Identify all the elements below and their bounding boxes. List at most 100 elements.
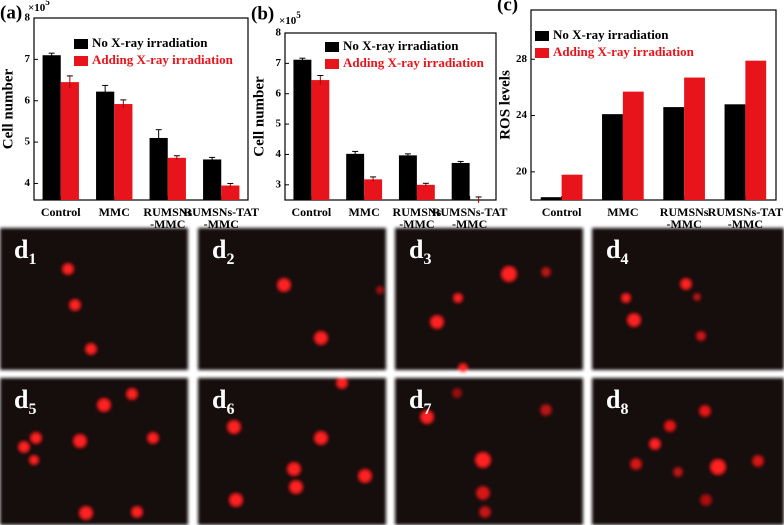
- x-tick-label: Control: [291, 205, 332, 219]
- error-bar: [227, 182, 234, 188]
- legend-swatch: [325, 59, 339, 69]
- multiplier-exponent: 5: [45, 0, 50, 7]
- legend-swatch: [535, 31, 549, 41]
- micrograph-label: d3: [409, 235, 431, 268]
- micrograph: [0, 378, 188, 525]
- error-bar: [475, 196, 482, 204]
- bar: [311, 80, 330, 200]
- label-subscript: 3: [423, 251, 431, 268]
- label-letter: d: [212, 235, 227, 264]
- label-subscript: 7: [423, 401, 431, 418]
- micrograph: [198, 378, 386, 525]
- bar: [416, 184, 435, 200]
- x-tick-label: Control: [40, 205, 81, 219]
- y-tick-label: 4: [25, 177, 31, 189]
- y-axis-label: Cell number: [251, 76, 267, 157]
- y-axis-label: Cell number: [0, 68, 16, 149]
- label-letter: d: [606, 235, 621, 264]
- x-tick-label: RUMSNs-TAT -MMC: [431, 205, 508, 231]
- error-bar: [457, 160, 464, 165]
- plot-frame: [284, 32, 497, 201]
- bar: [540, 197, 562, 200]
- y-tick-label: 3: [276, 178, 282, 190]
- multiplier-base: ×10: [279, 15, 297, 27]
- label-subscript: 2: [226, 251, 234, 268]
- label-subscript: 8: [620, 401, 628, 418]
- y-tick-label: 20: [516, 165, 528, 177]
- bar: [167, 157, 186, 200]
- y-tick-label: 5: [25, 136, 31, 148]
- micrograph-label: d2: [212, 235, 234, 268]
- label-letter: d: [606, 385, 621, 414]
- plot-frame: [33, 17, 249, 201]
- x-tick-label: Control: [541, 205, 582, 219]
- bar: [364, 179, 383, 200]
- y-tick-label: 24: [516, 109, 528, 121]
- micrograph: [395, 378, 583, 525]
- error-bar: [48, 52, 55, 58]
- error-bar: [173, 155, 180, 160]
- label-letter: d: [14, 385, 29, 414]
- micrograph: [395, 228, 583, 370]
- micrograph-label: d4: [606, 235, 628, 268]
- x-tick-label: MMC: [98, 205, 130, 219]
- label-letter: d: [409, 385, 424, 414]
- error-bar: [404, 153, 411, 157]
- legend-label: No X-ray irradiation: [343, 38, 459, 53]
- micrograph-label: d8: [606, 385, 628, 418]
- legend-swatch: [325, 42, 339, 52]
- panel-label: (b): [251, 3, 274, 24]
- bar: [398, 155, 417, 200]
- micrograph: [592, 378, 784, 525]
- bar: [451, 162, 470, 200]
- bar: [203, 159, 222, 200]
- bar: [745, 60, 767, 200]
- micrograph-label: d1: [14, 235, 36, 268]
- y-multiplier: ×105: [279, 10, 301, 26]
- bar: [663, 107, 685, 200]
- error-bar: [66, 75, 73, 89]
- label-letter: d: [212, 385, 227, 414]
- error-bar: [102, 84, 109, 98]
- y-multiplier: ×105: [28, 0, 50, 14]
- label-subscript: 5: [28, 401, 36, 418]
- error-bar: [299, 57, 306, 62]
- x-tick-label: RUMSNs-TAT -MMC: [183, 205, 260, 231]
- label-subscript: 6: [226, 401, 234, 418]
- x-tick-label: MMC: [607, 205, 639, 219]
- bar: [96, 91, 115, 200]
- bar: [346, 153, 365, 200]
- plot-frame: [530, 9, 777, 201]
- bar: [684, 77, 705, 200]
- y-tick-label: 8: [25, 12, 31, 24]
- bar: [724, 104, 746, 200]
- error-bar: [352, 150, 359, 157]
- micrograph-label: d6: [212, 385, 234, 418]
- error-bar: [317, 75, 324, 85]
- micrograph-label: d5: [14, 385, 36, 418]
- micrograph: [592, 228, 784, 370]
- y-tick-label: 4: [276, 148, 282, 160]
- bar: [149, 137, 168, 200]
- bar: [221, 185, 240, 200]
- legend-label: Adding X-ray irradiation: [92, 52, 234, 67]
- y-tick-label: 8: [276, 27, 282, 39]
- bar: [42, 55, 61, 201]
- label-subscript: 4: [620, 251, 628, 268]
- bar: [561, 174, 583, 200]
- bar: [60, 82, 79, 200]
- legend-label: No X-ray irradiation: [92, 35, 208, 50]
- label-subscript: 1: [28, 251, 36, 268]
- legend-label: No X-ray irradiation: [553, 27, 669, 42]
- y-tick-label: 7: [25, 53, 31, 65]
- panel-label: (c): [497, 0, 518, 15]
- bar: [114, 104, 133, 200]
- y-tick-label: 28: [516, 53, 528, 65]
- error-bar: [155, 129, 162, 147]
- bar: [293, 59, 312, 200]
- legend-label: Adding X-ray irradiation: [553, 44, 695, 59]
- y-tick-label: 6: [25, 94, 31, 106]
- multiplier-exponent: 5: [296, 10, 301, 20]
- x-tick-label: MMC: [348, 205, 380, 219]
